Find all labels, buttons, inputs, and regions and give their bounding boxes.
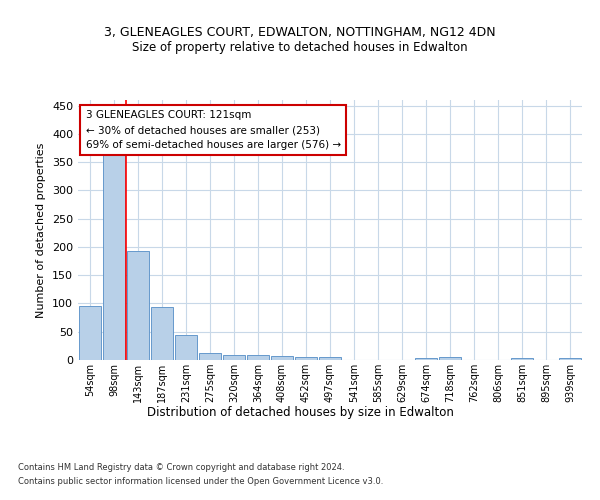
Bar — [415, 358, 437, 360]
Bar — [223, 355, 245, 360]
Bar — [127, 251, 149, 360]
Bar — [199, 352, 221, 360]
Bar — [271, 356, 293, 360]
Text: Contains HM Land Registry data © Crown copyright and database right 2024.: Contains HM Land Registry data © Crown c… — [18, 462, 344, 471]
Bar — [175, 334, 197, 360]
Y-axis label: Number of detached properties: Number of detached properties — [37, 142, 46, 318]
Bar — [79, 306, 101, 360]
Bar — [439, 357, 461, 360]
Text: 3 GLENEAGLES COURT: 121sqm
← 30% of detached houses are smaller (253)
69% of sem: 3 GLENEAGLES COURT: 121sqm ← 30% of deta… — [86, 110, 341, 150]
Bar — [295, 356, 317, 360]
Bar — [319, 357, 341, 360]
Bar — [151, 308, 173, 360]
Bar — [559, 358, 581, 360]
Bar — [247, 355, 269, 360]
Bar — [103, 155, 125, 360]
Text: Size of property relative to detached houses in Edwalton: Size of property relative to detached ho… — [132, 41, 468, 54]
Text: Contains public sector information licensed under the Open Government Licence v3: Contains public sector information licen… — [18, 478, 383, 486]
Bar — [511, 358, 533, 360]
Text: Distribution of detached houses by size in Edwalton: Distribution of detached houses by size … — [146, 406, 454, 419]
Text: 3, GLENEAGLES COURT, EDWALTON, NOTTINGHAM, NG12 4DN: 3, GLENEAGLES COURT, EDWALTON, NOTTINGHA… — [104, 26, 496, 39]
